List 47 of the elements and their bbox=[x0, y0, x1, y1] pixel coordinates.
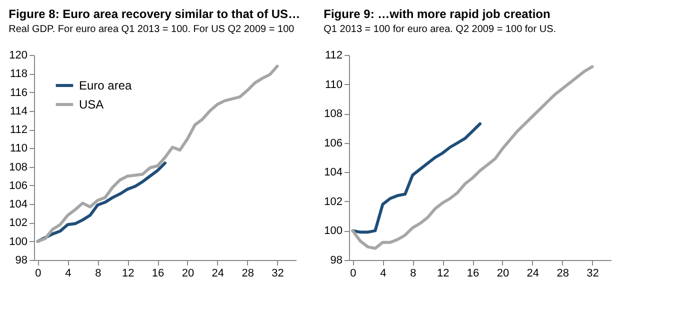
x-tick-label: 32 bbox=[272, 268, 284, 280]
x-tick-label: 0 bbox=[350, 268, 356, 280]
y-tick-label: 108 bbox=[9, 161, 28, 174]
x-tick-label: 32 bbox=[586, 268, 599, 280]
legend-label: USA bbox=[79, 98, 104, 112]
y-tick-label: 120 bbox=[9, 50, 28, 62]
x-tick-label: 24 bbox=[212, 268, 224, 280]
x-tick-label: 8 bbox=[410, 268, 416, 280]
y-tick-label: 118 bbox=[10, 68, 28, 80]
x-tick-label: 12 bbox=[122, 268, 134, 280]
line-series bbox=[351, 122, 482, 234]
y-tick-label: 98 bbox=[15, 254, 28, 266]
x-tick-label: 0 bbox=[35, 268, 42, 280]
y-tick-label: 106 bbox=[324, 137, 342, 150]
y-tick-label: 100 bbox=[324, 225, 342, 238]
y-tick-label: 110 bbox=[10, 142, 28, 155]
x-tick-label: 4 bbox=[380, 268, 386, 280]
y-tick-label: 110 bbox=[324, 78, 342, 91]
y-tick-label: 104 bbox=[324, 166, 342, 179]
y-tick-label: 116 bbox=[10, 86, 28, 99]
chart-title: Figure 9: …with more rapid job creation bbox=[324, 7, 550, 21]
y-tick-label: 106 bbox=[9, 180, 28, 192]
legend-label: Euro area bbox=[79, 78, 132, 92]
chart-title: Figure 8: Euro area recovery similar to that of US… bbox=[8, 7, 300, 21]
y-tick-label: 98 bbox=[330, 254, 342, 266]
x-tick-label: 12 bbox=[436, 268, 450, 280]
x-tick-label: 16 bbox=[466, 268, 480, 280]
x-tick-label: 20 bbox=[182, 268, 194, 280]
x-tick-label: 24 bbox=[526, 268, 540, 280]
x-tick-label: 28 bbox=[556, 268, 569, 280]
x-tick-label: 8 bbox=[95, 268, 102, 280]
x-tick-label: 28 bbox=[242, 268, 254, 280]
x-tick-label: 20 bbox=[496, 268, 510, 280]
x-tick-label: 16 bbox=[152, 268, 164, 280]
y-tick-label: 112 bbox=[324, 50, 342, 62]
chart-subtitle: Q1 2013 = 100 for euro area. Q2 2009 = 100 for US. bbox=[324, 24, 556, 35]
line-series bbox=[351, 65, 594, 250]
chart-subtitle: Real GDP. For euro area Q1 2013 = 100. For US Q2 2009 = 100 bbox=[8, 24, 295, 35]
line-series bbox=[36, 64, 279, 243]
x-tick-label: 4 bbox=[65, 268, 72, 280]
y-tick-label: 100 bbox=[9, 236, 28, 248]
y-tick-label: 108 bbox=[324, 108, 342, 120]
y-tick-label: 104 bbox=[9, 198, 28, 211]
y-tick-label: 102 bbox=[9, 217, 28, 230]
y-tick-label: 114 bbox=[10, 105, 28, 118]
y-tick-label: 112 bbox=[10, 124, 28, 136]
y-tick-label: 102 bbox=[324, 196, 342, 208]
